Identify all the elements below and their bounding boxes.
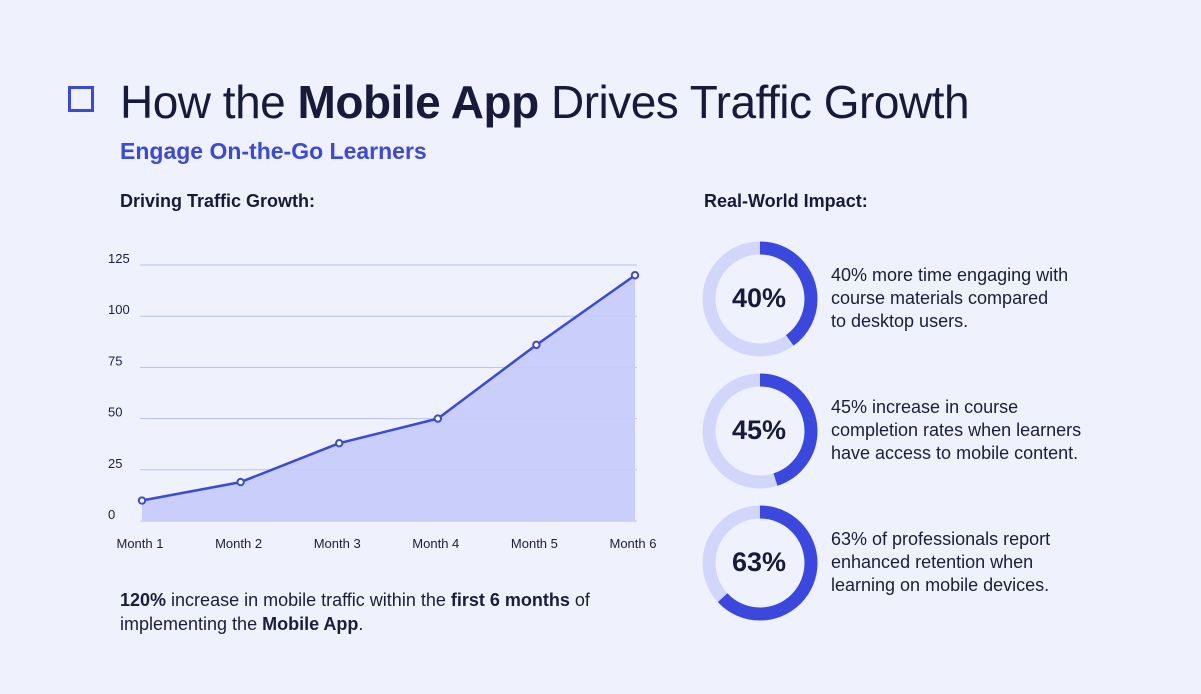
progress-ring	[702, 373, 818, 489]
data-point	[236, 477, 245, 487]
x-tick-label: Month 6	[610, 536, 657, 551]
note-bold-3: Mobile App	[262, 614, 359, 634]
progress-ring	[702, 505, 818, 621]
data-point	[532, 340, 541, 350]
stat-line: to desktop users.	[831, 311, 969, 331]
progress-ring	[702, 241, 818, 357]
x-tick-label: Month 1	[117, 536, 164, 551]
stat-line: enhanced retention when	[831, 552, 1034, 572]
stat-line: learning on mobile devices.	[831, 575, 1050, 595]
x-tick-label: Month 2	[215, 536, 262, 551]
stat-line: have access to mobile content.	[831, 443, 1079, 463]
y-tick-label: 50	[108, 405, 122, 420]
stat-description: 40% more time engaging with course mater…	[831, 264, 1161, 333]
note-text-3: .	[358, 614, 364, 634]
page-title: How the Mobile App Drives Traffic Growth	[120, 74, 970, 130]
x-tick-label: Month 3	[314, 536, 361, 551]
series-line	[141, 274, 636, 502]
note-text-1: increase in mobile traffic within the	[166, 590, 451, 610]
stat-description: 63% of professionals report enhanced ret…	[831, 528, 1161, 597]
impact-stat: 40% 40% more time engaging with course m…	[698, 237, 1168, 361]
area-fill	[142, 275, 635, 521]
data-point	[335, 438, 344, 448]
ring-percent: 63%	[731, 546, 787, 577]
impact-stat: 45% 45% increase in course completion ra…	[698, 369, 1168, 493]
traffic-note: 120% increase in mobile traffic within t…	[120, 588, 680, 636]
y-tick-label: 75	[108, 353, 122, 368]
x-tick-label: Month 4	[412, 536, 459, 551]
traffic-chart: 0 25 50 75 100 125 Month 1 Month 2 Month 3 Month …	[108, 251, 657, 551]
title-checkbox-icon	[68, 86, 94, 112]
stat-line: 45% increase in course	[831, 397, 1019, 417]
ring-percent: 45%	[731, 414, 787, 445]
impact-heading: Real-World Impact:	[704, 191, 868, 211]
data-point	[433, 414, 442, 423]
note-bold-1: 120%	[120, 590, 167, 610]
ring-percent: 40%	[731, 282, 787, 313]
note-text-2: of implementing the	[120, 590, 590, 634]
stat-line: 40% more time engaging with	[831, 265, 1069, 285]
y-tick-label: 0	[108, 507, 115, 522]
note-bold-2: first 6 months	[450, 590, 570, 610]
title-part-2: Drives Traffic Growth	[538, 76, 970, 128]
y-tick-label: 100	[108, 302, 130, 317]
title-bold: Mobile App	[297, 76, 540, 128]
y-tick-label: 125	[108, 251, 130, 266]
data-point	[137, 496, 147, 505]
stat-line: course materials compared	[831, 288, 1049, 308]
ring-progress-arc	[702, 373, 818, 489]
chart-heading: Driving Traffic Growth:	[120, 191, 316, 211]
impact-stat: 63% 63% of professionals report enhanced…	[698, 501, 1168, 625]
stat-line: 63% of professionals report	[831, 529, 1051, 549]
x-tick-label: Month 5	[511, 536, 558, 551]
ring-progress-arc	[702, 241, 818, 357]
y-tick-label: 25	[108, 456, 122, 471]
page-subtitle: Engage On-the-Go Learners	[120, 138, 427, 164]
stat-line: completion rates when learners	[831, 420, 1082, 440]
stat-description: 45% increase in course completion rates …	[831, 396, 1161, 465]
data-point	[630, 271, 640, 280]
title-part-1: How the	[120, 76, 298, 128]
ring-progress-arc	[702, 505, 818, 621]
